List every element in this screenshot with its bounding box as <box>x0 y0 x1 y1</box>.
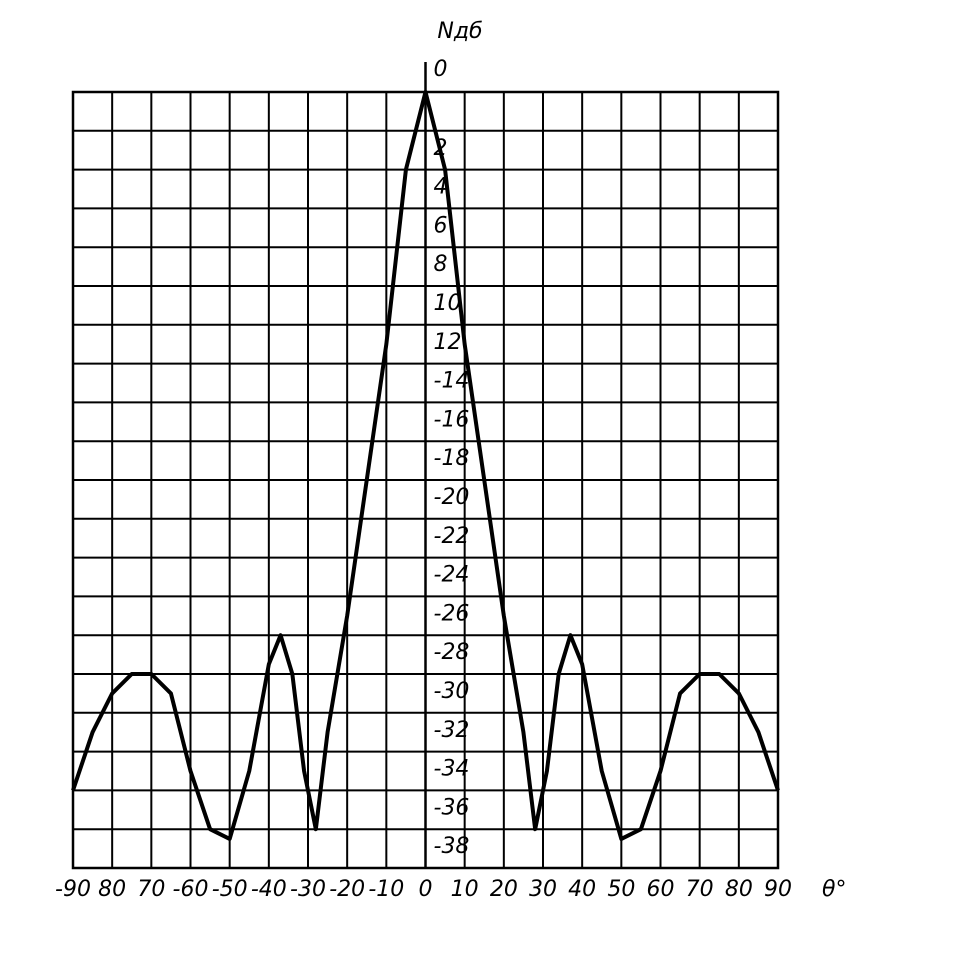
x-tick-label: 90 <box>764 877 792 902</box>
line-series <box>71 90 780 841</box>
x-tick-label: 10 <box>451 877 479 902</box>
x-axis-label: θ° <box>822 877 846 902</box>
y-tick-label: -22 <box>434 524 470 549</box>
y-tick-label: -28 <box>434 640 470 665</box>
y-tick-label: -30 <box>434 679 470 704</box>
y-tick-label: -14 <box>434 369 470 394</box>
x-tick-label: 50 <box>607 877 635 902</box>
x-tick-label: 60 <box>647 877 675 902</box>
x-tick-label: 80 <box>725 877 753 902</box>
x-tick-label: 20 <box>490 877 518 902</box>
y-tick-label: 8 <box>434 252 448 277</box>
x-tick-label: 80 <box>98 877 126 902</box>
x-tick-label: 0 <box>419 877 433 902</box>
y-tick-label: -24 <box>434 563 470 588</box>
y-tick-label: -18 <box>434 446 470 471</box>
y-tick-label: 12 <box>434 330 462 355</box>
y-axis-label: Nдб <box>437 19 482 44</box>
y-tick-label: -20 <box>434 485 470 510</box>
y-tick-label: 4 <box>434 175 448 200</box>
x-tick-label: 30 <box>529 877 557 902</box>
y-tick-label: 6 <box>434 213 448 238</box>
x-tick-label: -20 <box>329 877 365 902</box>
x-tick-label: -40 <box>251 877 287 902</box>
y-tick-label: 0 <box>434 57 448 82</box>
y-tick-label: 10 <box>434 291 462 316</box>
x-tick-label: 40 <box>568 877 596 902</box>
y-tick-label: -36 <box>434 795 470 820</box>
x-tick-label: -60 <box>173 877 209 902</box>
y-tick-label: -38 <box>434 834 470 859</box>
y-tick-label: -34 <box>434 757 470 782</box>
x-tick-label: -50 <box>212 877 248 902</box>
x-tick-label: 70 <box>137 877 165 902</box>
x-tick-label: 70 <box>686 877 714 902</box>
x-tick-label: -30 <box>290 877 326 902</box>
x-tick-label: -90 <box>55 877 91 902</box>
x-tick-label: -10 <box>368 877 404 902</box>
y-tick-label: -16 <box>434 407 470 432</box>
y-tick-label: -26 <box>434 601 470 626</box>
y-tick-label: -32 <box>434 718 470 743</box>
